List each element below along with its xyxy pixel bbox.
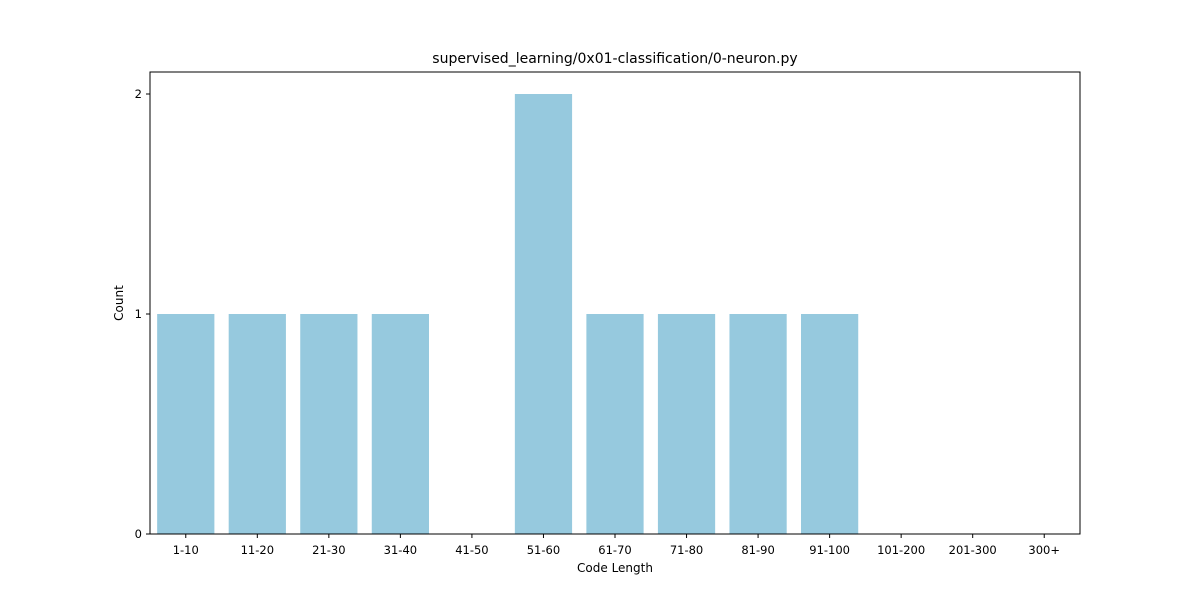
x-tick-label: 201-300 [949, 543, 997, 557]
x-tick-label: 81-90 [741, 543, 774, 557]
bar-21-30 [300, 314, 358, 534]
x-axis-label: Code Length [577, 561, 653, 575]
bar-31-40 [371, 314, 429, 534]
x-tick-label: 21-30 [312, 543, 345, 557]
x-tick-label: 101-200 [877, 543, 925, 557]
bar-71-80 [657, 314, 716, 534]
x-tick-label: 71-80 [670, 543, 703, 557]
x-tick-label: 41-50 [455, 543, 488, 557]
x-tick-label: 51-60 [527, 543, 560, 557]
bar-81-90 [729, 314, 787, 534]
bar-51-60 [514, 94, 573, 534]
bars-layer [157, 94, 859, 534]
x-tick-label: 31-40 [384, 543, 417, 557]
bar-11-20 [228, 314, 286, 534]
bar-91-100 [801, 314, 859, 534]
x-tick-label: 61-70 [598, 543, 631, 557]
x-tick-label: 91-100 [809, 543, 850, 557]
y-axis-label: Count [112, 285, 126, 321]
x-tick-label: 11-20 [241, 543, 274, 557]
x-tick-label: 300+ [1028, 543, 1060, 557]
bar-61-70 [586, 314, 644, 534]
y-tick-label: 1 [135, 307, 142, 321]
x-axis: 1-10 11-20 21-30 31-40 41-50 51-60 61-70 71-80 8… [173, 534, 1060, 557]
x-tick-label: 1-10 [173, 543, 199, 557]
bar-1-10 [157, 314, 215, 534]
chart-title: supervised_learning/0x01-classification/… [432, 51, 797, 67]
y-tick-label: 0 [135, 527, 142, 541]
y-axis: 0 1 2 [135, 87, 150, 541]
y-tick-label: 2 [135, 87, 142, 101]
